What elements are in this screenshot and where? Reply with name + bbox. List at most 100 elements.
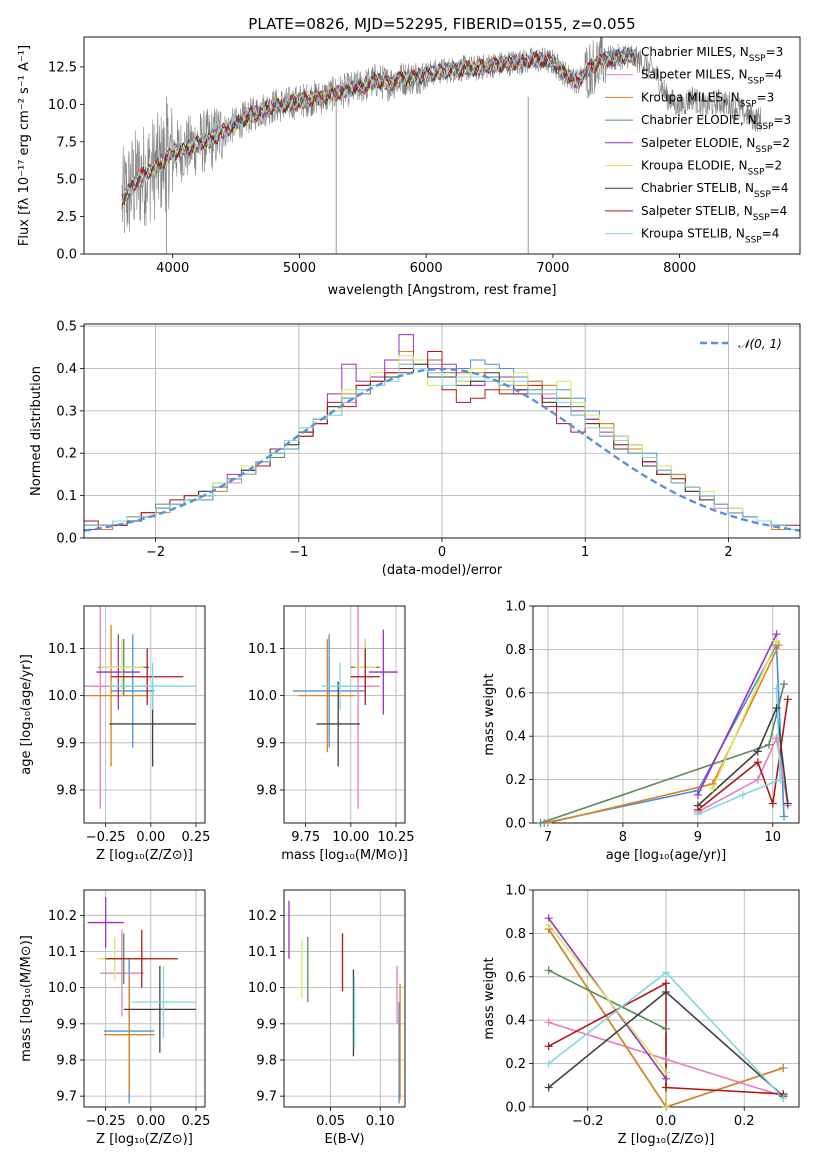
y-tick-label: 10.2 <box>48 909 77 924</box>
y-tick-label: 0.8 <box>505 927 526 942</box>
weight-line-1 <box>697 735 789 813</box>
weight-marker <box>772 684 781 693</box>
x-tick-label: 0.0 <box>656 1114 677 1129</box>
weight-marker <box>662 1055 670 1064</box>
weight-marker <box>768 799 777 808</box>
y-tick-label: 0.4 <box>56 362 77 377</box>
weight-marker <box>662 1024 670 1033</box>
weight-marker <box>693 810 702 819</box>
model-line-2 <box>121 47 636 201</box>
panel-mass-vs-EBV: 0.05 0.10 9.7 9.8 9.9 10.0 10.1 10.2 <box>248 889 406 1129</box>
weight-line-3 <box>548 969 667 1107</box>
weight-marker <box>776 775 785 784</box>
weight-marker <box>779 1063 788 1072</box>
weight-marker <box>753 775 762 784</box>
legend-entry: Salpeter MILES, NSSP=4 <box>641 68 782 87</box>
y-tick-label: 12.5 <box>48 60 77 75</box>
y-tick-label: 0.6 <box>505 686 526 701</box>
weight-marker <box>753 747 762 756</box>
x-tick-label: 8000 <box>663 261 696 276</box>
plot-area <box>84 890 205 1107</box>
x-tick-label: 7000 <box>536 261 569 276</box>
x-tick-label: 10.00 <box>332 830 369 845</box>
weight-line-3 <box>540 683 785 823</box>
axes-frame <box>283 889 406 1108</box>
y-tick-label: 7.5 <box>56 135 77 150</box>
plot-area <box>121 37 763 254</box>
legend-entry: Salpeter ELODIE, NSSP=2 <box>641 136 790 155</box>
y-tick-label: 0.6 <box>505 970 526 985</box>
weight-marker <box>544 1059 553 1068</box>
legend-suffix: =3 <box>773 113 791 127</box>
axes-frame <box>283 605 406 824</box>
y-tick-label: 0.0 <box>505 1101 526 1116</box>
weight-marker <box>753 758 762 767</box>
weight-marker <box>544 920 553 929</box>
weight-line-4 <box>697 633 778 796</box>
panel-weight-vs-age: 7 8 9 10 0.0 0.2 0.4 0.6 0.8 1.0 <box>505 600 800 845</box>
panel-age-vs-Z: −0.25 0.00 0.25 9.8 9.9 10.0 10.1 <box>48 605 210 845</box>
legend-suffix: =3 <box>757 90 775 104</box>
model-line-1 <box>121 46 636 207</box>
normal-curve <box>84 367 800 532</box>
x-tick-label: 7 <box>544 830 552 845</box>
y-tick-label: 9.8 <box>256 783 277 798</box>
x-tick-label: 5000 <box>283 261 316 276</box>
y-tick-label: 0.2 <box>56 447 77 462</box>
legend-sub: SSP <box>757 122 774 132</box>
legend-entry: Chabrier MILES, NSSP=3 <box>641 45 783 64</box>
x-tick-label: 0.00 <box>136 830 165 845</box>
x-tick-label: 1 <box>581 545 589 560</box>
y-axis-label: mass [log₁₀(M/M⊙)] <box>19 935 34 1062</box>
y-axis-label: mass weight <box>482 673 497 755</box>
y-tick-label: 10.1 <box>48 945 77 960</box>
y-tick-label: 0.0 <box>56 248 77 263</box>
x-tick-label: −0.25 <box>86 830 126 845</box>
y-tick-label: 10.1 <box>248 642 277 657</box>
weight-marker <box>662 968 670 977</box>
panel-age-vs-mass: 9.75 10.00 10.25 9.8 9.9 10.0 10.1 <box>248 605 415 845</box>
weight-marker <box>780 680 789 689</box>
weight-marker <box>662 987 670 996</box>
y-tick-label: 10.1 <box>48 642 77 657</box>
y-tick-label: 0.5 <box>56 320 77 335</box>
weight-line-0 <box>544 642 785 823</box>
legend-sub: SSP <box>748 77 765 87</box>
y-tick-label: 10.1 <box>248 945 277 960</box>
y-tick-label: 0.4 <box>505 1014 526 1029</box>
y-tick-label: 9.9 <box>256 736 277 751</box>
legend-name: Chabrier STELIB, N <box>641 181 754 195</box>
y-axis-label: mass weight <box>482 957 497 1039</box>
y-tick-label: 10.0 <box>48 981 77 996</box>
y-tick-label: 9.8 <box>56 783 77 798</box>
axes-frame <box>83 323 801 539</box>
legend-entry: 𝒩(0, 1) <box>738 337 782 351</box>
weight-marker <box>662 1103 670 1111</box>
model-line-6 <box>121 48 636 207</box>
legend-suffix: =4 <box>762 227 780 241</box>
weight-marker <box>536 819 545 827</box>
weight-marker <box>772 636 781 645</box>
y-tick-label: 1.0 <box>505 600 526 615</box>
legend-suffix: =2 <box>764 159 782 173</box>
weight-marker <box>774 641 783 650</box>
weight-marker <box>772 703 781 712</box>
y-tick-label: 0.0 <box>56 532 77 547</box>
weight-marker <box>662 1068 670 1077</box>
legend-entry: Salpeter STELIB, NSSP=4 <box>641 204 787 223</box>
weight-line-7 <box>697 699 789 811</box>
weight-marker <box>780 812 789 821</box>
weight-marker <box>544 966 553 975</box>
legend-name: Salpeter ELODIE, N <box>641 136 755 150</box>
plot-area <box>284 606 405 823</box>
y-tick-label: 1.0 <box>505 884 526 899</box>
y-tick-label: 9.8 <box>256 1053 277 1068</box>
y-tick-label: 2.5 <box>56 210 77 225</box>
weight-line-5 <box>712 640 778 789</box>
x-axis-label: wavelength [Angstrom, rest frame] <box>328 283 557 298</box>
axes-frame <box>83 36 801 255</box>
y-tick-label: 10.2 <box>248 909 277 924</box>
x-axis-label: Z [log₁₀(Z/Z⊙)] <box>618 1132 715 1147</box>
weight-marker <box>738 790 747 799</box>
